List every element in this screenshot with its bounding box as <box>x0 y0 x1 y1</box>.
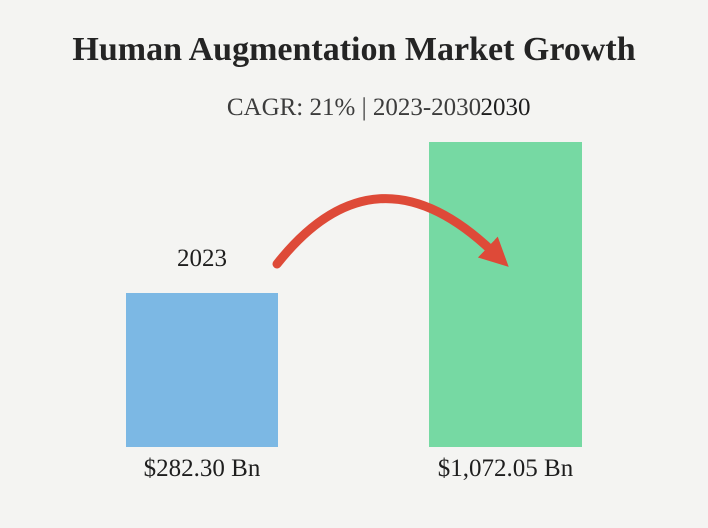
value-label-2023: $282.30 Bn <box>143 455 261 482</box>
bar-label-2023: 2023 <box>177 245 227 272</box>
chart-title: Human Augmentation Market Growth <box>72 31 636 68</box>
bar-2023 <box>126 293 278 447</box>
bar-label-2030: 2030 <box>480 94 531 121</box>
chart-subtitle: CAGR: 21% | 2023-2030 <box>226 94 482 121</box>
value-label-2030: $1,072.05 Bn <box>437 455 574 482</box>
bar-2030 <box>429 142 582 447</box>
